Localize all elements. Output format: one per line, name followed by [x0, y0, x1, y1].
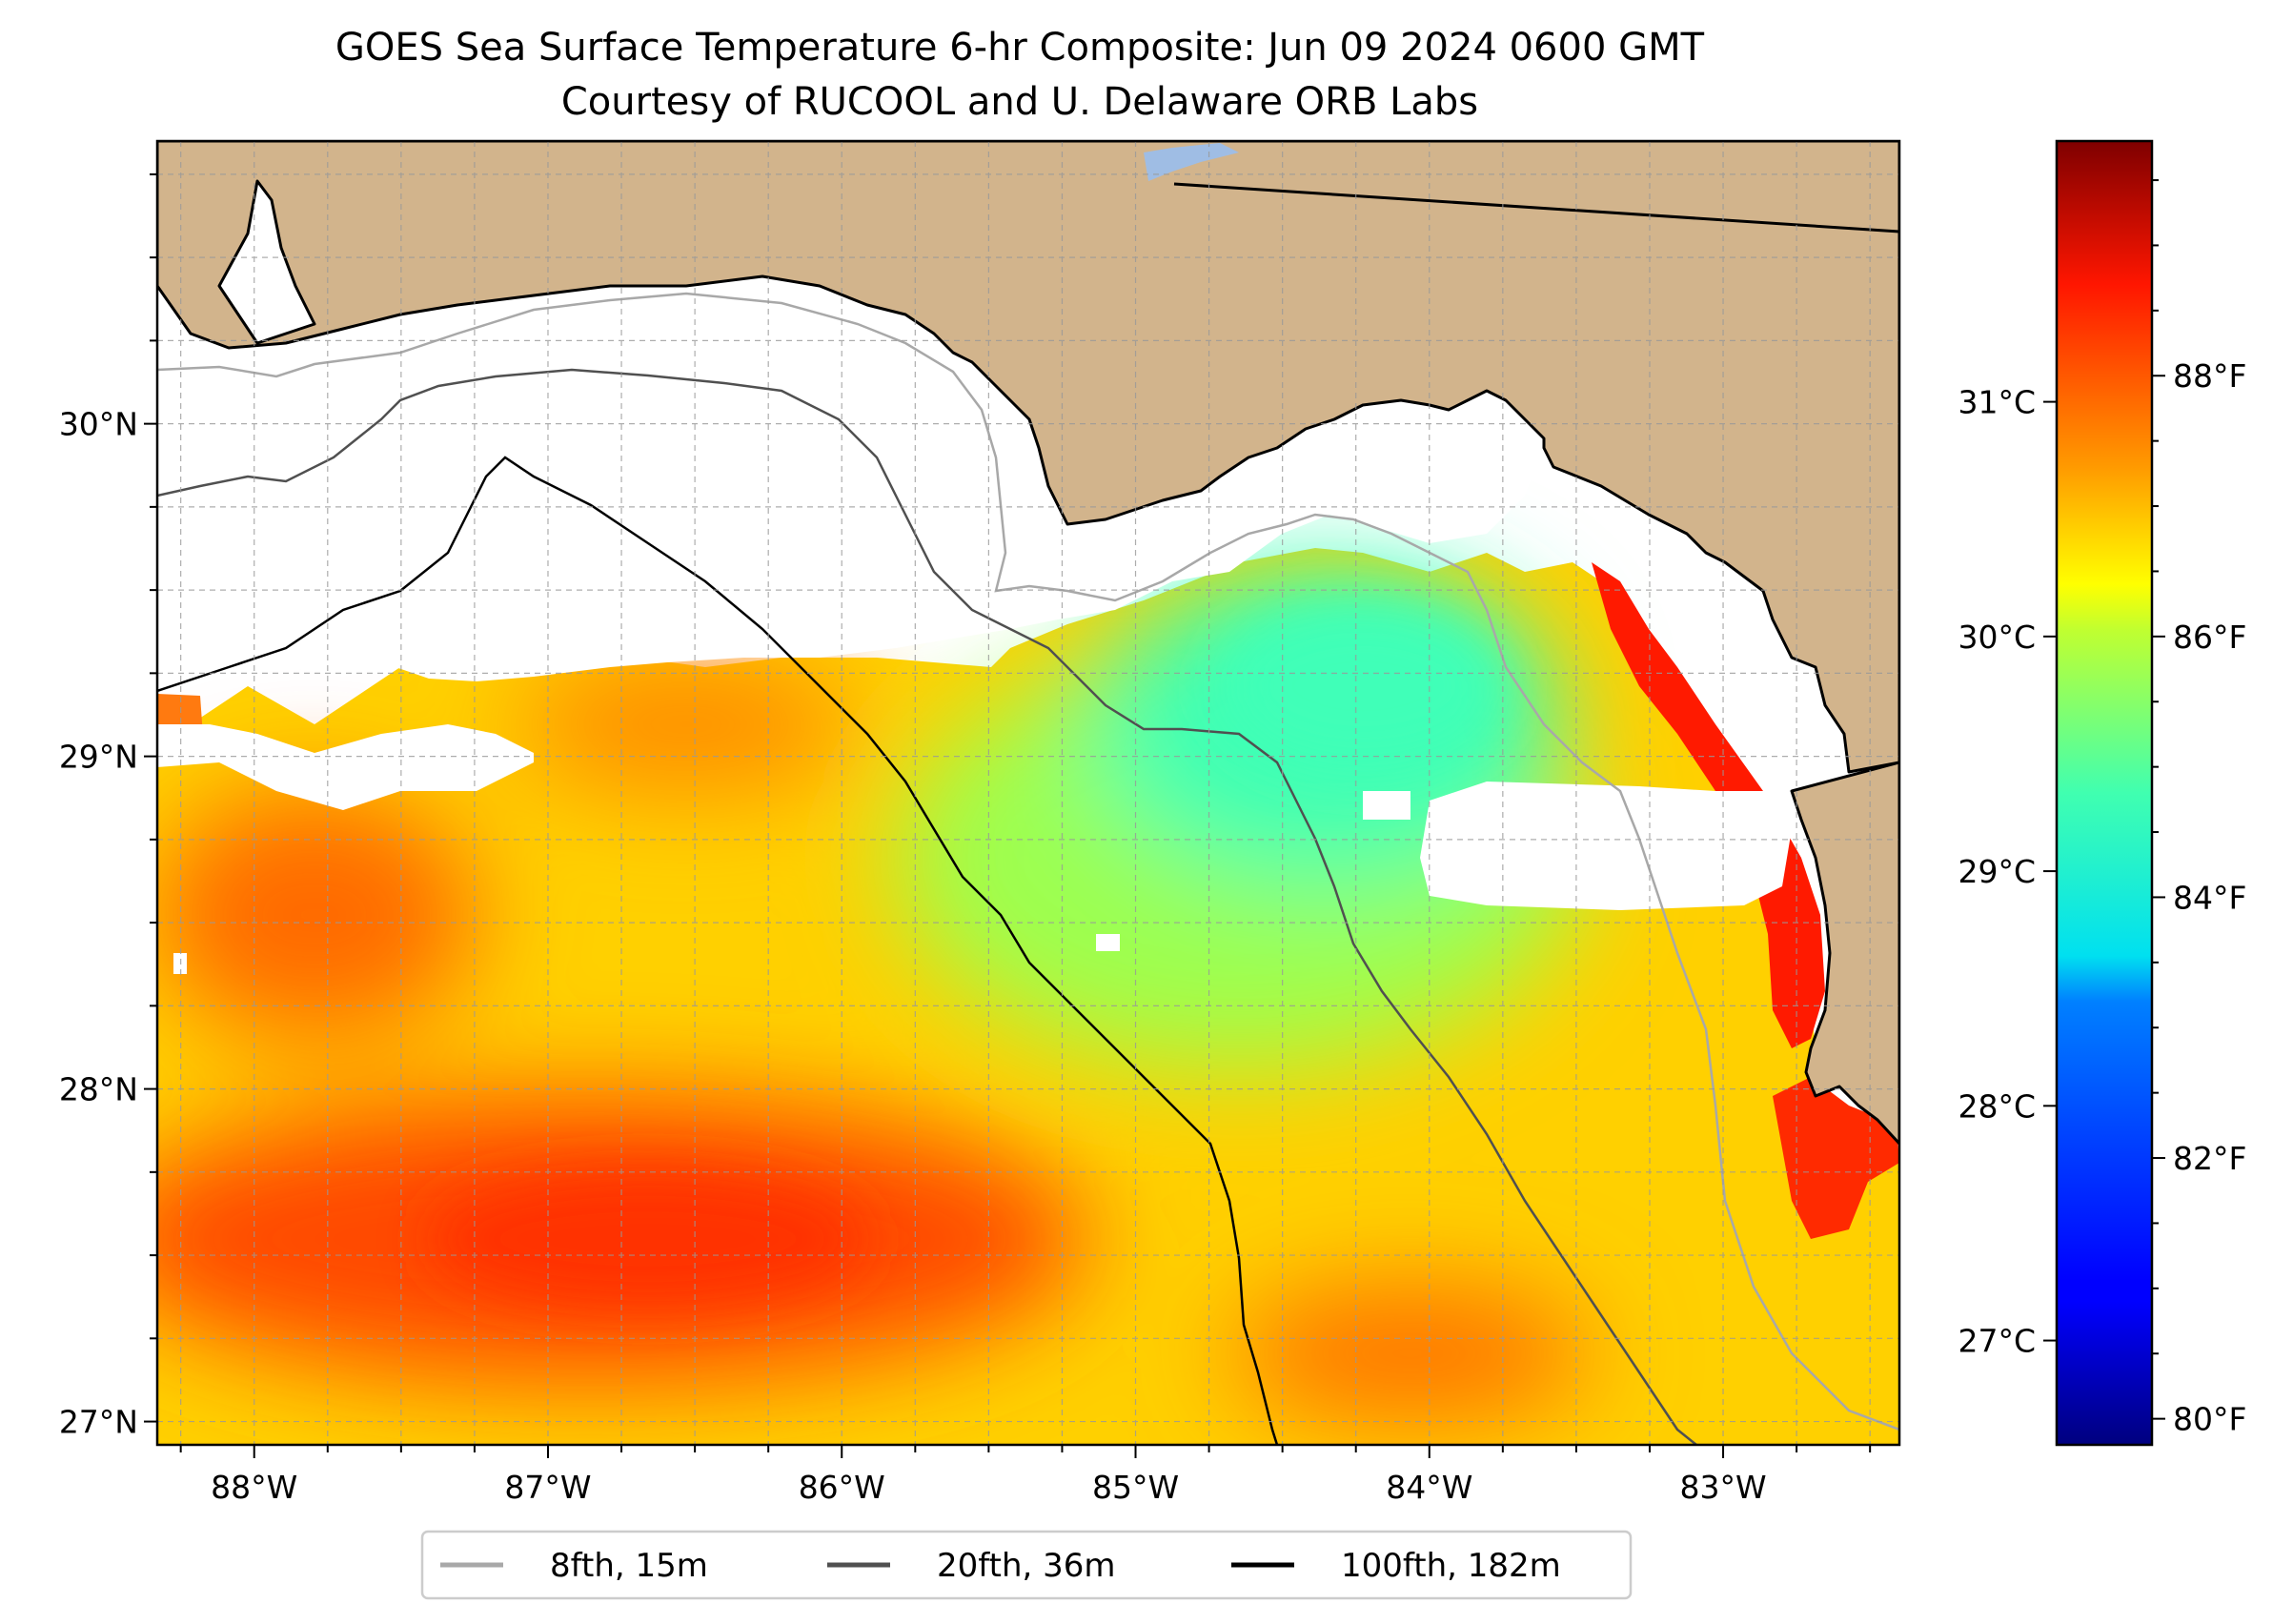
- colorbar-gradient: [2055, 139, 2154, 1447]
- land-florida-peninsula: [1790, 761, 1899, 1146]
- isobaths: [157, 292, 1899, 1445]
- legend: 8fth, 15m 20fth, 36m 100fth, 182m: [420, 1530, 1633, 1600]
- isobath-20fth: [157, 368, 1697, 1445]
- map-panel[interactable]: [95, 141, 1899, 1445]
- sst-tampa-bay-hot: [1773, 1077, 1899, 1239]
- land-mobile-bay-shore: [217, 179, 316, 345]
- sst-field: [157, 391, 1899, 1445]
- lat-axis: 30°N 29°N 28°N 27°N: [59, 173, 157, 1441]
- legend-label: 8fth, 15m: [550, 1547, 708, 1585]
- land: [157, 141, 1899, 1146]
- isobath-100fth: [157, 456, 1279, 1445]
- lon-tick-label: 86°W: [799, 1469, 885, 1506]
- sst-coastal-hot: [1592, 562, 1825, 1048]
- legend-label: 20fth, 36m: [937, 1547, 1116, 1585]
- lat-tick-label: 28°N: [59, 1071, 138, 1108]
- gridlines: [157, 141, 1899, 1445]
- lon-tick-label: 87°W: [504, 1469, 591, 1506]
- lon-tick-label: 88°W: [211, 1469, 297, 1506]
- colorbar-celsius-axis: 31°C 30°C 29°C 28°C 27°C: [1958, 384, 2057, 1360]
- celsius-tick-label: 27°C: [1958, 1323, 2036, 1360]
- lat-tick-label: 30°N: [59, 406, 138, 443]
- isobath-8fth: [157, 292, 1899, 1431]
- celsius-tick-label: 30°C: [1958, 619, 2036, 656]
- fahrenheit-tick-label: 88°F: [2173, 357, 2246, 395]
- celsius-tick-label: 28°C: [1958, 1087, 2036, 1125]
- lon-tick-label: 85°W: [1092, 1469, 1179, 1506]
- map-title: GOES Sea Surface Temperature 6-hr Compos…: [335, 26, 1705, 70]
- lon-tick-label: 84°W: [1386, 1469, 1472, 1506]
- land-north-coast: [157, 141, 1899, 774]
- sst-warm-west: [157, 791, 477, 1039]
- lon-tick-label: 83°W: [1679, 1469, 1766, 1506]
- sst-warm-center: [515, 658, 858, 791]
- lat-tick-label: 29°N: [59, 739, 138, 776]
- map-subtitle: Courtesy of RUCOOL and U. Delaware ORB L…: [561, 80, 1478, 124]
- legend-box: [420, 1530, 1633, 1600]
- colorbar-fahrenheit-axis: 88°F 86°F 84°F 82°F 80°F: [2152, 179, 2246, 1438]
- lat-tick-label: 27°N: [59, 1404, 138, 1441]
- sst-warm-south: [1229, 1287, 1592, 1420]
- celsius-tick-label: 29°C: [1958, 853, 2036, 890]
- sst-hot-southwest: [429, 1172, 867, 1306]
- fahrenheit-tick-label: 84°F: [2173, 879, 2246, 916]
- state-boundary: [1173, 182, 1899, 233]
- fahrenheit-tick-label: 86°F: [2173, 619, 2246, 656]
- map-frame: [155, 139, 1901, 1447]
- fahrenheit-tick-label: 80°F: [2173, 1401, 2246, 1438]
- celsius-tick-label: 31°C: [1958, 384, 2036, 421]
- legend-label: 100fth, 182m: [1341, 1547, 1561, 1585]
- lon-axis: 88°W 87°W 86°W 85°W 84°W 83°W: [179, 1445, 1872, 1506]
- sst-cool-inner: [1220, 600, 1506, 772]
- colorbar: 31°C 30°C 29°C 28°C 27°C 88°F 86°F 84°F 82°F 80°…: [1958, 139, 2246, 1447]
- fahrenheit-tick-label: 82°F: [2173, 1140, 2246, 1177]
- lake-seminole: [1144, 143, 1239, 181]
